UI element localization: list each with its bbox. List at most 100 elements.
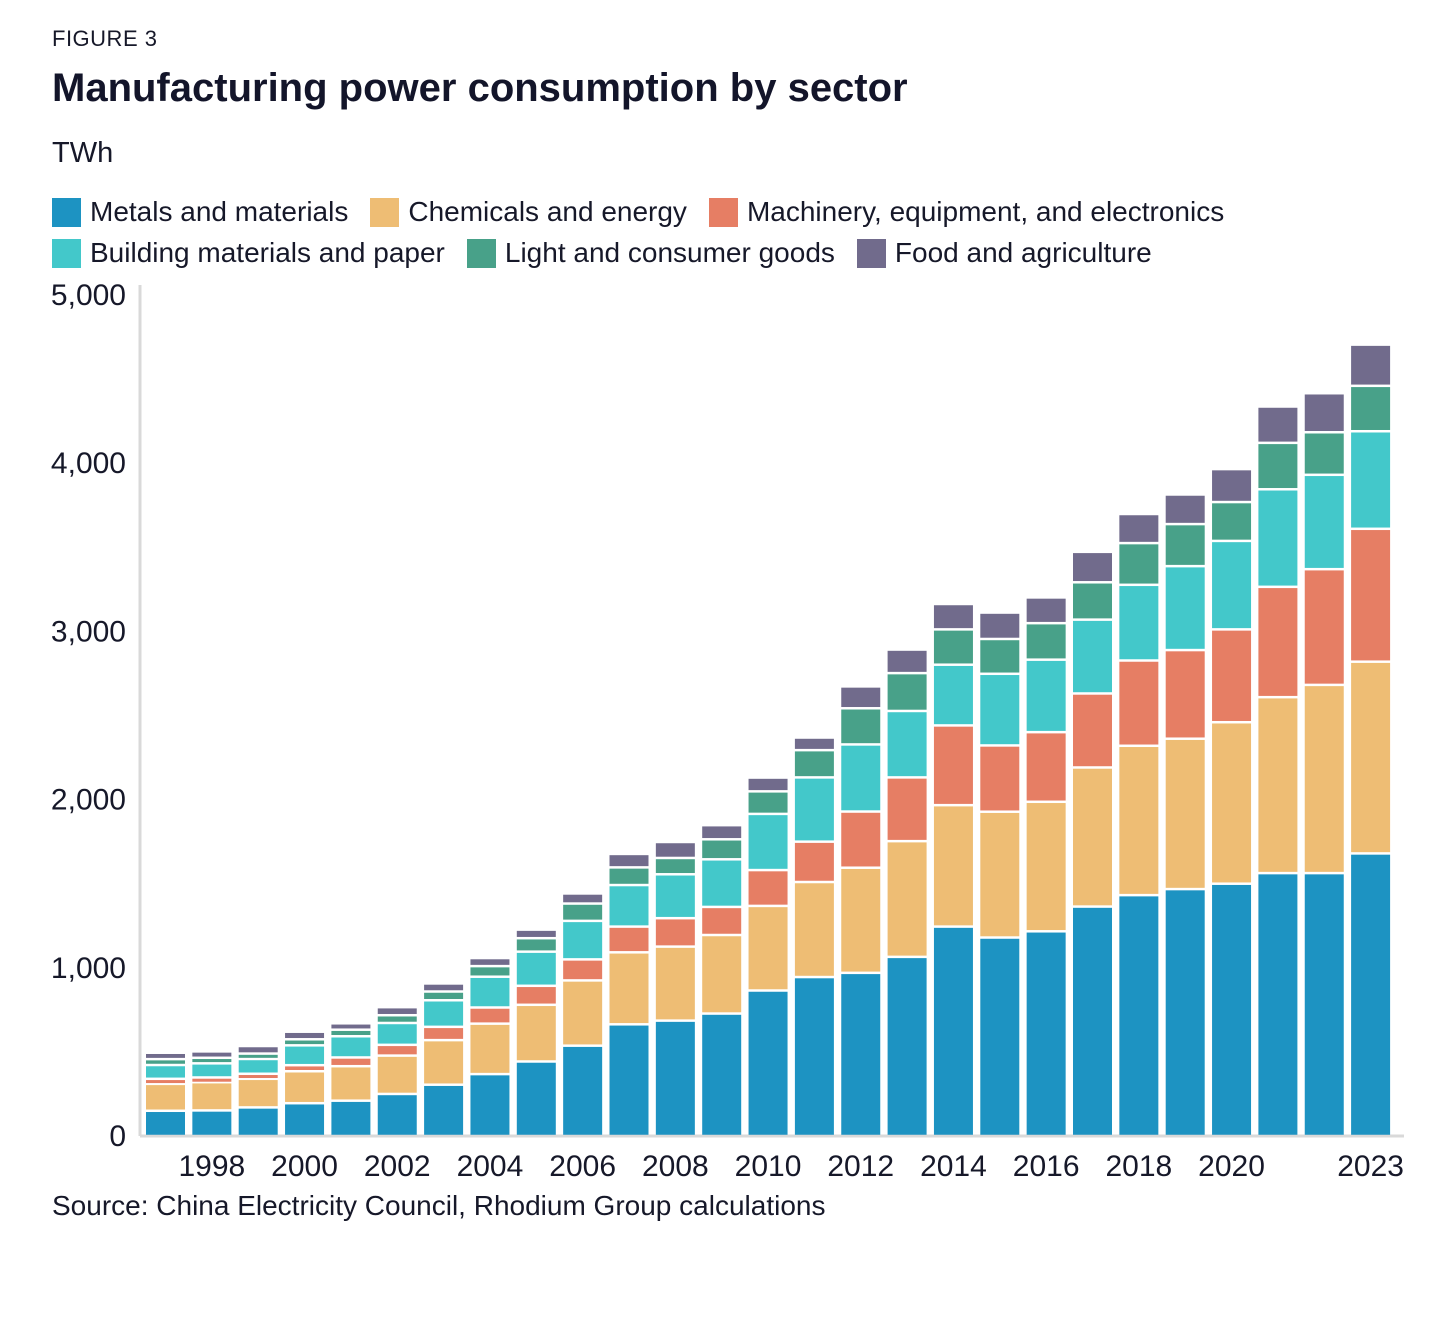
bar-segment-2022 (1304, 570, 1344, 684)
bar-segment-1997 (146, 1112, 185, 1135)
bar-segment-2018 (1119, 515, 1159, 542)
bar-segment-2022 (1304, 874, 1344, 1135)
bar-segment-2014 (933, 806, 973, 926)
bar-segment-2008 (655, 919, 695, 946)
bar-segment-1998 (192, 1052, 232, 1057)
legend-item: Food and agriculture (856, 237, 1152, 269)
bar-segment-2021 (1258, 490, 1298, 586)
bar-segment-2003 (424, 1085, 464, 1135)
bar-segment-2005 (516, 930, 556, 937)
bar-segment-1997 (146, 1066, 185, 1078)
bar-segment-2015 (980, 613, 1020, 638)
x-tick-label: 2000 (271, 1150, 338, 1183)
bar-segment-2006 (563, 1046, 603, 1135)
bar-segment-2023 (1351, 387, 1391, 430)
bar-segment-2018 (1119, 661, 1159, 745)
bar-segment-2002 (377, 1008, 417, 1014)
x-tick-label: 2020 (1198, 1150, 1265, 1183)
bar-segment-2013 (887, 842, 927, 956)
bar-segment-2004 (470, 1075, 510, 1135)
bar-segment-2013 (887, 650, 927, 672)
legend-item: Building materials and paper (52, 237, 445, 269)
bar-segment-2020 (1212, 723, 1252, 883)
bar-segment-1999 (238, 1060, 278, 1073)
bar-segment-2001 (331, 1067, 371, 1100)
bar-segment-2006 (563, 960, 603, 980)
bar-segment-2018 (1119, 747, 1159, 894)
bar-segment-2004 (470, 1024, 510, 1073)
y-tick-label: 5,000 (51, 279, 126, 312)
bar-segment-2019 (1165, 495, 1205, 523)
bar-segment-2001 (331, 1024, 371, 1029)
bar-segment-2007 (609, 953, 649, 1024)
bar-segment-2007 (609, 927, 649, 952)
bar-segment-2020 (1212, 470, 1252, 501)
bar-segment-2013 (887, 712, 927, 777)
bar-segment-2003 (424, 984, 464, 991)
bar-segment-2007 (609, 868, 649, 884)
bar-segment-2016 (1026, 598, 1066, 622)
bar-segment-2012 (841, 812, 881, 867)
stacked-bar-chart: 0 1,000 2,000 3,000 4,000 5,000 1998 2000 2002 20… (51, 279, 1404, 1183)
chart-legend: Metals and materials Chemicals and energy… (52, 196, 1382, 269)
bar-segment-2023 (1351, 854, 1391, 1135)
y-tick-label: 1,000 (51, 952, 126, 985)
bar-segment-2006 (563, 981, 603, 1045)
bar-segment-1998 (192, 1059, 232, 1063)
bar-segment-2015 (980, 812, 1020, 937)
legend-label: Light and consumer goods (504, 237, 835, 268)
bar-segment-2004 (470, 1008, 510, 1023)
bar-segment-2016 (1026, 932, 1066, 1135)
source-note: Source: China Electricity Council, Rhodi… (52, 1190, 826, 1221)
bar-segment-2021 (1258, 588, 1298, 696)
bar-segment-2005 (516, 939, 556, 951)
bar-segment-2003 (424, 992, 464, 1000)
bar-segment-1999 (238, 1080, 278, 1107)
bar-segment-2022 (1304, 394, 1344, 432)
bar-segment-2002 (377, 1056, 417, 1093)
bar-segment-2008 (655, 1021, 695, 1135)
bar-segment-2020 (1212, 630, 1252, 721)
x-tick-label: 2023 (1337, 1150, 1404, 1183)
legend-item: Chemicals and energy (370, 196, 687, 228)
bar-segment-2012 (841, 745, 881, 811)
bar-segment-2001 (331, 1030, 371, 1036)
bar-segment-2015 (980, 675, 1020, 745)
y-tick-label: 2,000 (51, 784, 126, 817)
x-tick-label: 1998 (178, 1150, 245, 1183)
bar-segment-2003 (424, 1028, 464, 1039)
bar-segment-2014 (933, 665, 973, 725)
legend-item: Machinery, equipment, and electronics (708, 196, 1224, 228)
x-tick-label: 2012 (827, 1150, 894, 1183)
bar-segment-2010 (748, 792, 788, 813)
x-tick-label: 2014 (920, 1150, 987, 1183)
legend-label: Building materials and paper (90, 237, 445, 268)
bar-segment-2011 (794, 842, 834, 881)
bar-segment-2014 (933, 726, 973, 804)
x-tick-label: 2018 (1105, 1150, 1172, 1183)
legend-swatch-icon (52, 238, 81, 268)
bar-segment-2019 (1165, 567, 1205, 649)
bar-segment-2011 (794, 778, 834, 841)
bar-segment-2016 (1026, 624, 1066, 659)
bar-segment-2023 (1351, 345, 1391, 385)
bar-segment-2023 (1351, 530, 1391, 661)
bar-segment-2023 (1351, 432, 1391, 528)
x-tick-label: 2010 (735, 1150, 802, 1183)
bar-segment-2005 (516, 1062, 556, 1135)
bar-segment-2013 (887, 778, 927, 840)
bar-segment-2018 (1119, 896, 1159, 1135)
x-tick-label: 2002 (364, 1150, 431, 1183)
bar-segment-2008 (655, 947, 695, 1020)
bar-segment-2009 (702, 826, 742, 839)
bar-segment-2002 (377, 1024, 417, 1044)
bar-segment-2003 (424, 1001, 464, 1026)
bar-segment-2001 (331, 1037, 371, 1057)
bar-segment-1998 (192, 1064, 232, 1077)
bar-segment-2001 (331, 1058, 371, 1065)
bar-segment-2011 (794, 883, 834, 976)
bar-segment-2003 (424, 1041, 464, 1084)
bar-segment-2005 (516, 987, 556, 1004)
bar-segment-2010 (748, 815, 788, 869)
bar-segment-2000 (285, 1072, 325, 1102)
